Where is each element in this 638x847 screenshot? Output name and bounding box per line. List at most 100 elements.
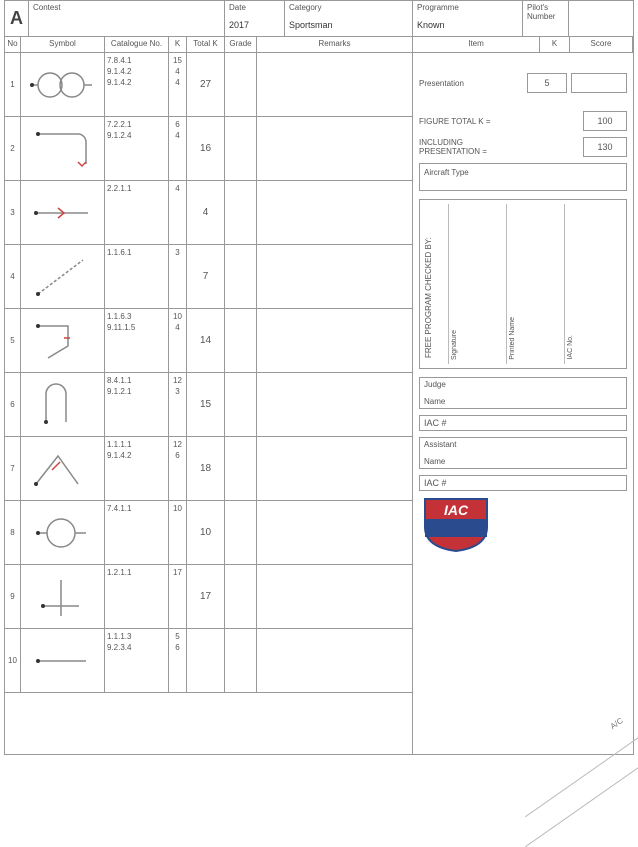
figure-catalogue: 1.2.1.1 — [105, 565, 169, 628]
figure-k: 4 — [169, 181, 187, 244]
figure-row: 41.1.6.137 — [5, 245, 412, 309]
figure-grade — [225, 565, 257, 628]
figure-remarks — [257, 373, 411, 436]
iac-logo: IAC — [423, 497, 489, 553]
sig-col-1: Printed Name — [509, 317, 516, 360]
judge-title: Judge — [424, 380, 622, 389]
figure-symbol — [21, 309, 105, 372]
figure-row: 91.2.1.11717 — [5, 565, 412, 629]
figure-row: 5 1.1.6.39.11.1.510414 — [5, 309, 412, 373]
figure-row: 68.4.1.19.1.2.112315 — [5, 373, 412, 437]
judge-box: Judge Name — [419, 377, 627, 409]
including-presentation-label: INCLUDING PRESENTATION = — [419, 138, 577, 156]
figure-remarks — [257, 629, 411, 692]
figure-k: 64 — [169, 117, 187, 180]
figure-total-value: 100 — [583, 111, 627, 131]
figure-row: 71.1.1.19.1.4.212618 — [5, 437, 412, 501]
col-grade: Grade — [225, 37, 257, 52]
figure-symbol — [21, 565, 105, 628]
figure-no: 5 — [5, 309, 21, 372]
figure-grade — [225, 373, 257, 436]
figure-totalk: 27 — [187, 53, 225, 116]
figure-remarks — [257, 117, 411, 180]
figure-remarks — [257, 245, 411, 308]
col-remarks: Remarks — [257, 37, 413, 52]
assistant-title: Assistant — [424, 440, 622, 449]
figure-remarks — [257, 181, 411, 244]
col-totalk: Total K — [187, 37, 225, 52]
figure-catalogue: 7.4.1.1 — [105, 501, 169, 564]
figure-k: 1544 — [169, 53, 187, 116]
contest-cell: Contest — [29, 1, 225, 36]
figure-symbol — [21, 629, 105, 692]
figure-row: 87.4.1.11010 — [5, 501, 412, 565]
figure-totalk: 4 — [187, 181, 225, 244]
programme-cell: Programme Known — [413, 1, 523, 36]
pilot-label: Pilot's Number — [527, 3, 564, 21]
figure-row: 27.2.2.19.1.2.46416 — [5, 117, 412, 181]
logo-text: IAC — [444, 502, 469, 518]
sig-col-2: IAC No. — [567, 335, 574, 360]
including-presentation-value: 130 — [583, 137, 627, 157]
figure-total-label: FIGURE TOTAL K = — [419, 117, 577, 126]
figure-k: 17 — [169, 565, 187, 628]
figure-totalk: 18 — [187, 437, 225, 500]
figure-no: 7 — [5, 437, 21, 500]
figure-symbol — [21, 53, 105, 116]
contest-label: Contest — [33, 3, 220, 12]
pilot-number-cell: Pilot's Number — [523, 1, 569, 36]
figure-no: 3 — [5, 181, 21, 244]
aircraft-type-box: Aircraft Type — [419, 163, 627, 191]
figure-no: 1 — [5, 53, 21, 116]
figure-grade — [225, 181, 257, 244]
figure-k: 104 — [169, 309, 187, 372]
figure-remarks — [257, 437, 411, 500]
figure-totalk: 14 — [187, 309, 225, 372]
figure-grade — [225, 53, 257, 116]
form-letter: A — [5, 1, 29, 36]
col-score: Score — [570, 37, 632, 52]
presentation-label: Presentation — [419, 79, 521, 88]
figure-totalk: 17 — [187, 565, 225, 628]
date-cell: Date 2017 — [225, 1, 285, 36]
assistant-iac: IAC # — [424, 478, 447, 488]
figure-grade — [225, 629, 257, 692]
column-headers: No Symbol Catalogue No. K Total K Grade … — [5, 37, 633, 53]
form-sheet: A Contest Date 2017 Category Sportsman P… — [4, 0, 634, 755]
figure-k: 3 — [169, 245, 187, 308]
presentation-k: 5 — [527, 73, 567, 93]
programme-value: Known — [417, 20, 518, 30]
checked-by-label: FREE PROGRAM CHECKED BY: — [424, 210, 433, 358]
figure-totalk — [187, 629, 225, 692]
figure-grade — [225, 309, 257, 372]
figure-k: 10 — [169, 501, 187, 564]
date-label: Date — [229, 3, 280, 12]
col-no: No — [5, 37, 21, 52]
figure-no: 8 — [5, 501, 21, 564]
figure-remarks — [257, 501, 411, 564]
figure-k: 123 — [169, 373, 187, 436]
figure-total-row: FIGURE TOTAL K = 100 — [419, 111, 627, 131]
col-catalogue: Catalogue No. — [105, 37, 169, 52]
figure-grade — [225, 117, 257, 180]
including-presentation-row: INCLUDING PRESENTATION = 130 — [419, 137, 627, 157]
diagonal-label: A/C — [608, 716, 624, 731]
figure-k: 126 — [169, 437, 187, 500]
figure-totalk: 16 — [187, 117, 225, 180]
figure-catalogue: 1.1.1.39.2.3.4 — [105, 629, 169, 692]
figure-symbol — [21, 437, 105, 500]
figure-row: 17.8.4.19.1.4.29.1.4.2154427 — [5, 53, 412, 117]
sig-col-0: Signature — [451, 330, 458, 360]
figure-no: 10 — [5, 629, 21, 692]
right-panel: Presentation 5 FIGURE TOTAL K = 100 INCL… — [413, 53, 633, 754]
category-label: Category — [289, 3, 408, 12]
figure-catalogue: 1.1.6.39.11.1.5 — [105, 309, 169, 372]
judge-iac: IAC # — [424, 418, 447, 428]
aircraft-type-label: Aircraft Type — [424, 168, 469, 177]
figure-catalogue: 8.4.1.19.1.2.1 — [105, 373, 169, 436]
figure-row: 101.1.1.39.2.3.456 — [5, 629, 412, 693]
category-value: Sportsman — [289, 20, 408, 30]
figure-no: 6 — [5, 373, 21, 436]
figure-row: 32.2.1.144 — [5, 181, 412, 245]
figure-catalogue: 2.2.1.1 — [105, 181, 169, 244]
